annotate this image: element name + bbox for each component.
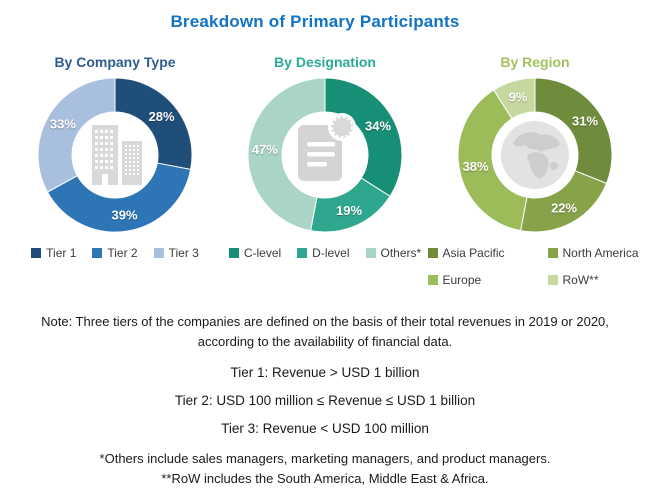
legend-label: D-level (312, 246, 350, 260)
donut-slice-tier-3: Tier 3: 33% (37, 77, 116, 193)
legend-swatch (228, 248, 239, 258)
donut-chart: C-level: 34%D-level: 19%Others*: 47% 34%… (247, 77, 403, 233)
document-icon (298, 113, 356, 181)
legend-swatch (297, 248, 308, 258)
slice-label: 19% (336, 203, 362, 218)
legend-item: D-level (297, 246, 350, 260)
note-text-line: Note: Three tiers of the companies are d… (41, 314, 609, 329)
chart-legend: C-level D-level Others* (228, 246, 422, 260)
legend-item: Europe (427, 273, 548, 287)
slice-label: 9% (509, 89, 528, 104)
legend-label: Asia Pacific (442, 246, 505, 260)
donut-slice-row-: RoW**: 9% (493, 77, 536, 120)
legend-item: North America (547, 246, 643, 260)
donut-chart: Asia Pacific: 31%North America: 22%Europ… (457, 77, 613, 233)
donut-chart-region: Asia Pacific: 31%North America: 22%Europ… (455, 75, 615, 235)
legend-label: North America (562, 246, 639, 260)
legend-label: Tier 1 (46, 246, 77, 260)
legend-item: C-level (228, 246, 282, 260)
tier1-definition: Tier 1: Revenue > USD 1 billion (230, 365, 420, 380)
tier2-definition: Tier 2: USD 100 million ≤ Revenue ≤ USD … (174, 393, 476, 408)
legend-item: Tier 2 (92, 246, 138, 260)
others-footnote: *Others include sales managers, marketin… (99, 451, 551, 466)
legend-swatch (547, 275, 558, 285)
donut-chart-company-type: Tier 1: 28%Tier 2: 39%Tier 3: 33% 28% 39%… (35, 75, 195, 235)
donut-chart-designation: C-level: 34%D-level: 19%Others*: 47% 34%… (245, 75, 405, 235)
legend-label: Others* (380, 246, 422, 260)
donut-slice-tier-2: Tier 2: 39% (46, 162, 192, 233)
chart-legend: Asia Pacific North America Europe RoW** (427, 246, 643, 287)
slice-label: 47% (252, 142, 278, 157)
donut-slice-others-: Others*: 47% (247, 77, 326, 232)
legend-label: RoW** (562, 273, 599, 287)
chart-group-company-type: By Company Type Tier 1: 28%Tier 2: 39%Ti… (10, 54, 220, 287)
chart-title: By Designation (274, 54, 376, 70)
legend-item: Tier 1 (31, 246, 76, 260)
building-icon (92, 125, 142, 185)
row-footnote: **RoW includes the South America, Middle… (161, 471, 489, 486)
notes-section: Note: Three tiers of the companies are d… (0, 312, 650, 486)
legend-label: C-level (243, 246, 282, 260)
legend-swatch (31, 248, 42, 258)
legend-label: Tier 3 (168, 246, 199, 260)
legend-swatch (365, 248, 376, 258)
donut-slice-tier-1: Tier 1: 28% (114, 77, 193, 171)
chart-legend: Tier 1 Tier 2 Tier 3 (31, 246, 199, 260)
legend-swatch (153, 248, 164, 258)
slice-label: 22% (551, 201, 577, 216)
legend-label: Europe (442, 273, 482, 287)
chart-group-designation: By Designation C-level: 34%D-level: 19%O… (220, 54, 430, 287)
legend-label: Tier 2 (107, 246, 138, 260)
slice-label: 34% (365, 118, 391, 133)
slice-label: 28% (149, 109, 175, 124)
chart-title: By Region (500, 54, 570, 70)
legend-swatch (427, 248, 438, 258)
legend-swatch (92, 248, 103, 258)
slice-label: 33% (50, 117, 76, 132)
chart-title: By Company Type (54, 54, 176, 70)
legend-item: Others* (365, 246, 422, 260)
slice-label: 39% (111, 207, 137, 222)
globe-icon (501, 121, 569, 189)
slice-label: 31% (572, 114, 598, 129)
legend-item: Tier 3 (153, 246, 199, 260)
charts-row: By Company Type Tier 1: 28%Tier 2: 39%Ti… (10, 54, 640, 287)
donut-slice-europe: Europe: 38% (457, 89, 528, 232)
note-text-line: according to the availability of financi… (197, 334, 453, 349)
tier3-definition: Tier 3: Revenue < USD 100 million (221, 421, 429, 436)
legend-item: Asia Pacific (427, 246, 548, 260)
donut-slice-asia-pacific: Asia Pacific: 31% (534, 77, 613, 184)
legend-swatch (547, 248, 558, 258)
legend-swatch (427, 275, 438, 285)
donut-chart: Tier 1: 28%Tier 2: 39%Tier 3: 33% 28% 39%… (37, 77, 193, 233)
page-title: Breakdown of Primary Participants (170, 12, 460, 31)
chart-group-region: By Region Asia Pacific: 31%North America… (427, 54, 643, 287)
legend-item: RoW** (547, 273, 643, 287)
slice-label: 38% (463, 159, 489, 174)
